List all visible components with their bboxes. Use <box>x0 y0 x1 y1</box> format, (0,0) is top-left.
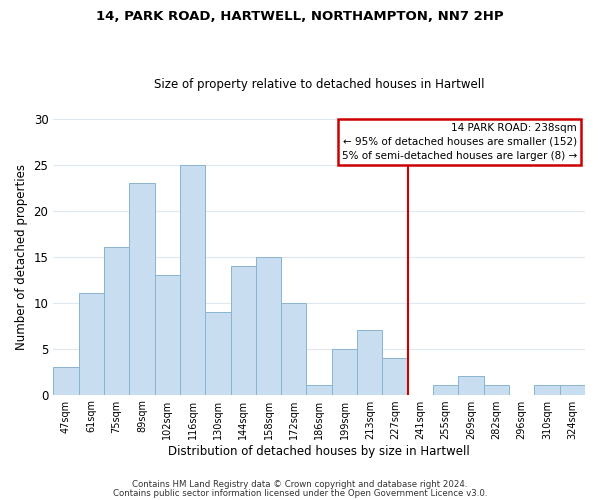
Bar <box>458 376 484 394</box>
Bar <box>307 386 332 394</box>
Bar <box>484 386 509 394</box>
Title: Size of property relative to detached houses in Hartwell: Size of property relative to detached ho… <box>154 78 484 91</box>
Bar <box>155 275 180 394</box>
Bar <box>433 386 458 394</box>
Bar <box>256 256 281 394</box>
Text: Contains public sector information licensed under the Open Government Licence v3: Contains public sector information licen… <box>113 488 487 498</box>
Bar <box>79 294 104 394</box>
Bar <box>281 302 307 394</box>
Bar <box>205 312 230 394</box>
Bar <box>382 358 408 395</box>
Bar <box>332 348 357 395</box>
Bar <box>560 386 585 394</box>
Bar <box>129 183 155 394</box>
Bar <box>230 266 256 394</box>
Y-axis label: Number of detached properties: Number of detached properties <box>15 164 28 350</box>
Bar <box>104 248 129 394</box>
Text: 14, PARK ROAD, HARTWELL, NORTHAMPTON, NN7 2HP: 14, PARK ROAD, HARTWELL, NORTHAMPTON, NN… <box>96 10 504 23</box>
Text: 14 PARK ROAD: 238sqm
← 95% of detached houses are smaller (152)
5% of semi-detac: 14 PARK ROAD: 238sqm ← 95% of detached h… <box>342 122 577 160</box>
Bar <box>535 386 560 394</box>
Bar <box>53 367 79 394</box>
Bar <box>180 164 205 394</box>
Text: Contains HM Land Registry data © Crown copyright and database right 2024.: Contains HM Land Registry data © Crown c… <box>132 480 468 489</box>
X-axis label: Distribution of detached houses by size in Hartwell: Distribution of detached houses by size … <box>168 444 470 458</box>
Bar <box>357 330 382 394</box>
